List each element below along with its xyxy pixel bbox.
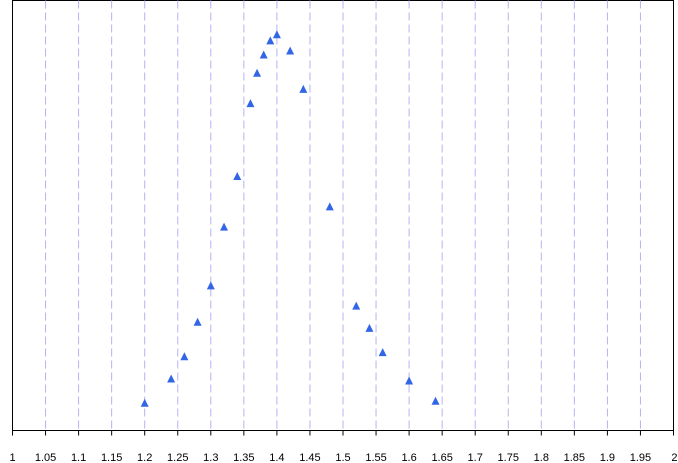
x-tick-label-16: 1.8 [534,452,549,463]
x-tick-label-7: 1.35 [233,452,254,463]
data-point-4 [206,281,215,290]
x-tick-label-1: 1.05 [35,452,56,463]
x-tick-label-8: 1.4 [269,452,284,463]
x-tick-label-11: 1.55 [365,452,386,463]
data-point-6 [233,172,242,180]
data-point-12 [286,46,295,55]
data-point-2 [180,352,189,361]
data-point-18 [405,376,414,385]
x-tick-label-19: 1.95 [630,452,651,463]
x-tick-label-18: 1.9 [600,452,615,463]
data-point-1 [167,374,176,383]
x-tick-label-9: 1.45 [299,452,320,463]
data-point-14 [325,202,334,211]
data-point-0 [140,398,149,407]
data-point-11 [272,30,281,39]
x-tick-label-12: 1.6 [401,452,416,463]
data-point-10 [266,36,275,45]
x-tick-label-4: 1.2 [137,452,152,463]
x-tick-label-6: 1.3 [203,452,218,463]
x-tick-label-15: 1.75 [498,452,519,463]
data-point-8 [253,68,262,77]
x-axis-ticks [12,430,674,436]
data-point-19 [431,396,440,405]
data-point-3 [193,317,202,326]
x-tick-label-14: 1.7 [468,452,483,463]
plot-frame [12,0,674,431]
x-tick-label-0: 1 [10,452,16,463]
x-tick-label-5: 1.25 [167,452,188,463]
data-point-13 [299,84,308,93]
data-points [140,30,440,407]
data-point-9 [259,50,268,59]
data-point-7 [246,99,255,108]
x-axis-tick-labels: 1 1.05 1.1 1.15 1.2 1.25 1.3 1.35 1.4 1.45 1.5 1.55… [10,452,678,463]
x-tick-label-13: 1.65 [431,452,452,463]
x-tick-label-10: 1.5 [335,452,350,463]
x-tick-label-3: 1.15 [101,452,122,463]
x-tick-label-2: 1.1 [71,452,86,463]
data-point-16 [365,323,374,332]
data-point-15 [352,301,361,310]
data-point-17 [378,348,387,357]
x-tick-label-17: 1.85 [564,452,585,463]
x-tick-label-20: 2 [671,452,677,463]
data-point-5 [220,222,229,231]
